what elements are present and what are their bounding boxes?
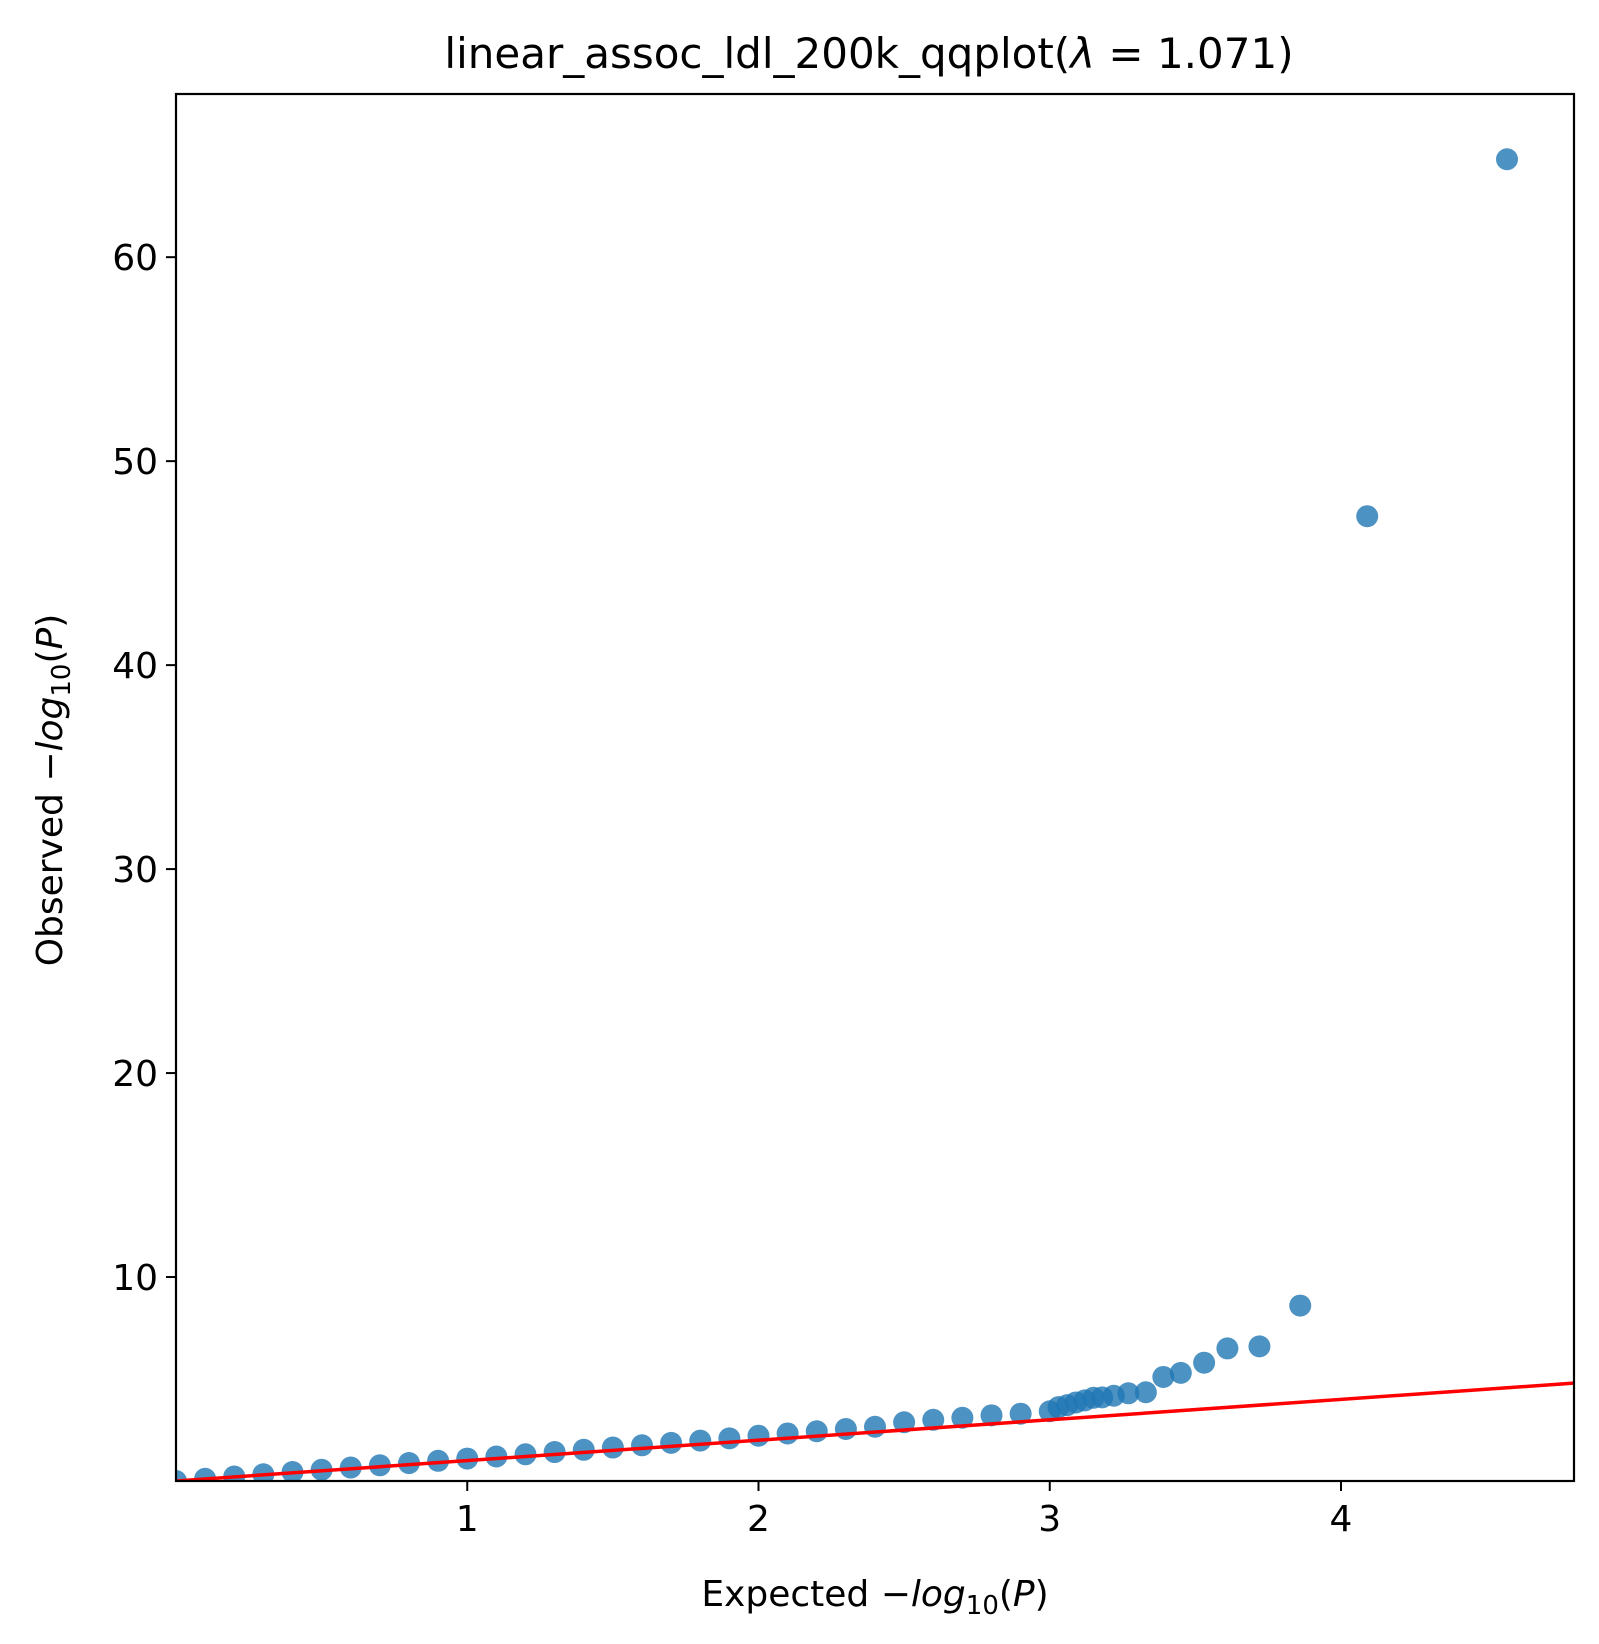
- data-point: [427, 1449, 450, 1472]
- plot-area: [176, 148, 1574, 1481]
- data-point: [776, 1422, 799, 1445]
- data-point: [922, 1408, 945, 1431]
- data-point: [176, 1470, 187, 1481]
- reference-line: [176, 1381, 1574, 1481]
- data-point: [1193, 1351, 1216, 1374]
- data-points: [176, 148, 1519, 1481]
- data-point: [1117, 1382, 1140, 1405]
- data-point: [834, 1417, 857, 1440]
- data-point: [747, 1424, 770, 1447]
- data-point: [572, 1438, 595, 1461]
- data-point: [1216, 1337, 1239, 1360]
- x-axis-label: Expected −log10(P): [701, 1574, 1048, 1621]
- data-point: [1248, 1335, 1271, 1358]
- data-point: [1356, 505, 1379, 528]
- data-point: [1134, 1381, 1157, 1404]
- x-axis-ticks: 1 2 3 4: [456, 1481, 1353, 1540]
- x-tick-label: 1: [456, 1499, 479, 1540]
- data-point: [456, 1447, 479, 1470]
- data-point: [631, 1434, 653, 1457]
- data-point: [601, 1436, 624, 1459]
- plot-frame: [174, 92, 1576, 1483]
- data-point: [1496, 148, 1519, 171]
- y-tick-label: 50: [112, 442, 158, 483]
- data-point: [718, 1427, 741, 1450]
- y-tick-label: 30: [112, 850, 158, 891]
- data-point: [514, 1443, 537, 1466]
- y-tick-label: 40: [112, 646, 158, 687]
- data-point: [1152, 1365, 1175, 1388]
- chart-title: linear_assoc_ldl_200k_qqplot(λ = 1.071): [444, 29, 1293, 78]
- y-tick-label: 10: [112, 1258, 158, 1299]
- y-axis-label: Observed −log10(P): [30, 614, 77, 967]
- data-point: [864, 1415, 886, 1438]
- data-point: [980, 1404, 1003, 1427]
- data-point: [893, 1411, 916, 1434]
- x-tick-label: 2: [747, 1499, 770, 1540]
- y-axis-ticks: 10 20 30 40 50 60: [112, 238, 176, 1299]
- data-point: [485, 1445, 508, 1468]
- data-point: [660, 1431, 683, 1454]
- data-point: [1169, 1361, 1192, 1384]
- y-tick-label: 60: [112, 238, 158, 279]
- data-point: [543, 1441, 566, 1464]
- data-point: [689, 1429, 712, 1452]
- data-point: [281, 1461, 304, 1481]
- y-tick-label: 20: [112, 1054, 158, 1095]
- data-point: [805, 1420, 828, 1443]
- x-tick-label: 4: [1330, 1499, 1353, 1540]
- data-point: [951, 1406, 974, 1429]
- data-point: [1009, 1402, 1032, 1425]
- x-tick-label: 3: [1038, 1499, 1061, 1540]
- data-point: [1289, 1294, 1312, 1317]
